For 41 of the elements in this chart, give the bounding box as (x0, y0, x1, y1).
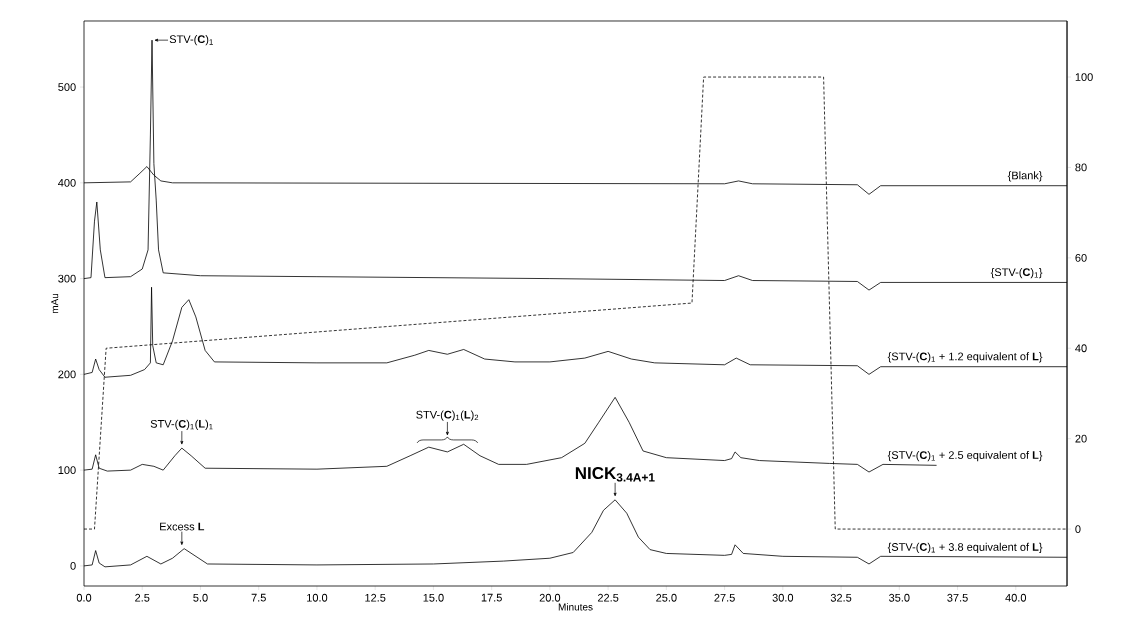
annotation: STV-(C)$_{1}$(L)$_{1}$ (150, 419, 213, 430)
annotation: STV-(C)$_{1}$(L)$_{2}$ (416, 410, 479, 421)
y2-tick-label: 20 (1075, 434, 1087, 443)
y2-tick-label: 60 (1075, 253, 1087, 262)
x-tick-label: 22.5 (597, 593, 619, 602)
x-tick-label: 5.0 (193, 593, 208, 602)
x-tick-label: 7.5 (251, 593, 266, 602)
y-tick-label: 300 (58, 274, 76, 283)
x-tick-label: 37.5 (947, 593, 968, 602)
x-tick-label: 10.0 (307, 593, 328, 602)
annotation: STV-(C)$_{1}$ (169, 35, 213, 46)
series-label: {STV-(C)$_{1}$ + 2.5 equivalent of L} (887, 450, 1043, 462)
y-axis-title: mAu (51, 293, 59, 314)
x-tick-label: 30.0 (772, 593, 794, 602)
x-tick-label: 40.0 (1005, 593, 1027, 602)
annotation: NICK$_{3.4A+1}$ (575, 467, 655, 482)
series-label: {STV-(C)$_{1}$ + 1.2 equivalent of L} (887, 352, 1043, 363)
x-tick-label: 25.0 (656, 593, 677, 602)
x-tick-label: 2.5 (135, 593, 150, 602)
x-tick-label: 17.5 (481, 593, 502, 602)
y2-tick-label: 40 (1075, 344, 1087, 353)
series-label: {STV-(C)$_{1}$} (990, 267, 1043, 279)
x-tick-label: 35.0 (889, 593, 910, 602)
y-tick-label: 200 (58, 370, 76, 379)
series-label: {Blank} (1007, 171, 1043, 182)
x-tick-label: 27.5 (714, 593, 735, 602)
y-tick-label: 500 (58, 83, 76, 91)
x-tick-label: 0.0 (76, 593, 92, 602)
y2-tick-label: 80 (1075, 163, 1087, 172)
series-label: {STV-(C)$_{1}$ + 3.8 equivalent of L} (887, 542, 1043, 554)
x-tick-label: 32.5 (830, 593, 852, 602)
x-axis-title: Minutes (558, 603, 593, 611)
x-tick-label: 20.0 (539, 593, 561, 602)
y-tick-label: 0 (70, 561, 76, 570)
y2-tick-label: 100 (1075, 73, 1093, 81)
y2-tick-label: 0 (1075, 525, 1081, 533)
x-tick-label: 12.5 (365, 593, 386, 602)
annotation: Excess L (160, 522, 205, 531)
y-tick-label: 400 (58, 178, 76, 187)
y-tick-label: 100 (58, 466, 76, 475)
x-tick-label: 15.0 (423, 593, 444, 602)
